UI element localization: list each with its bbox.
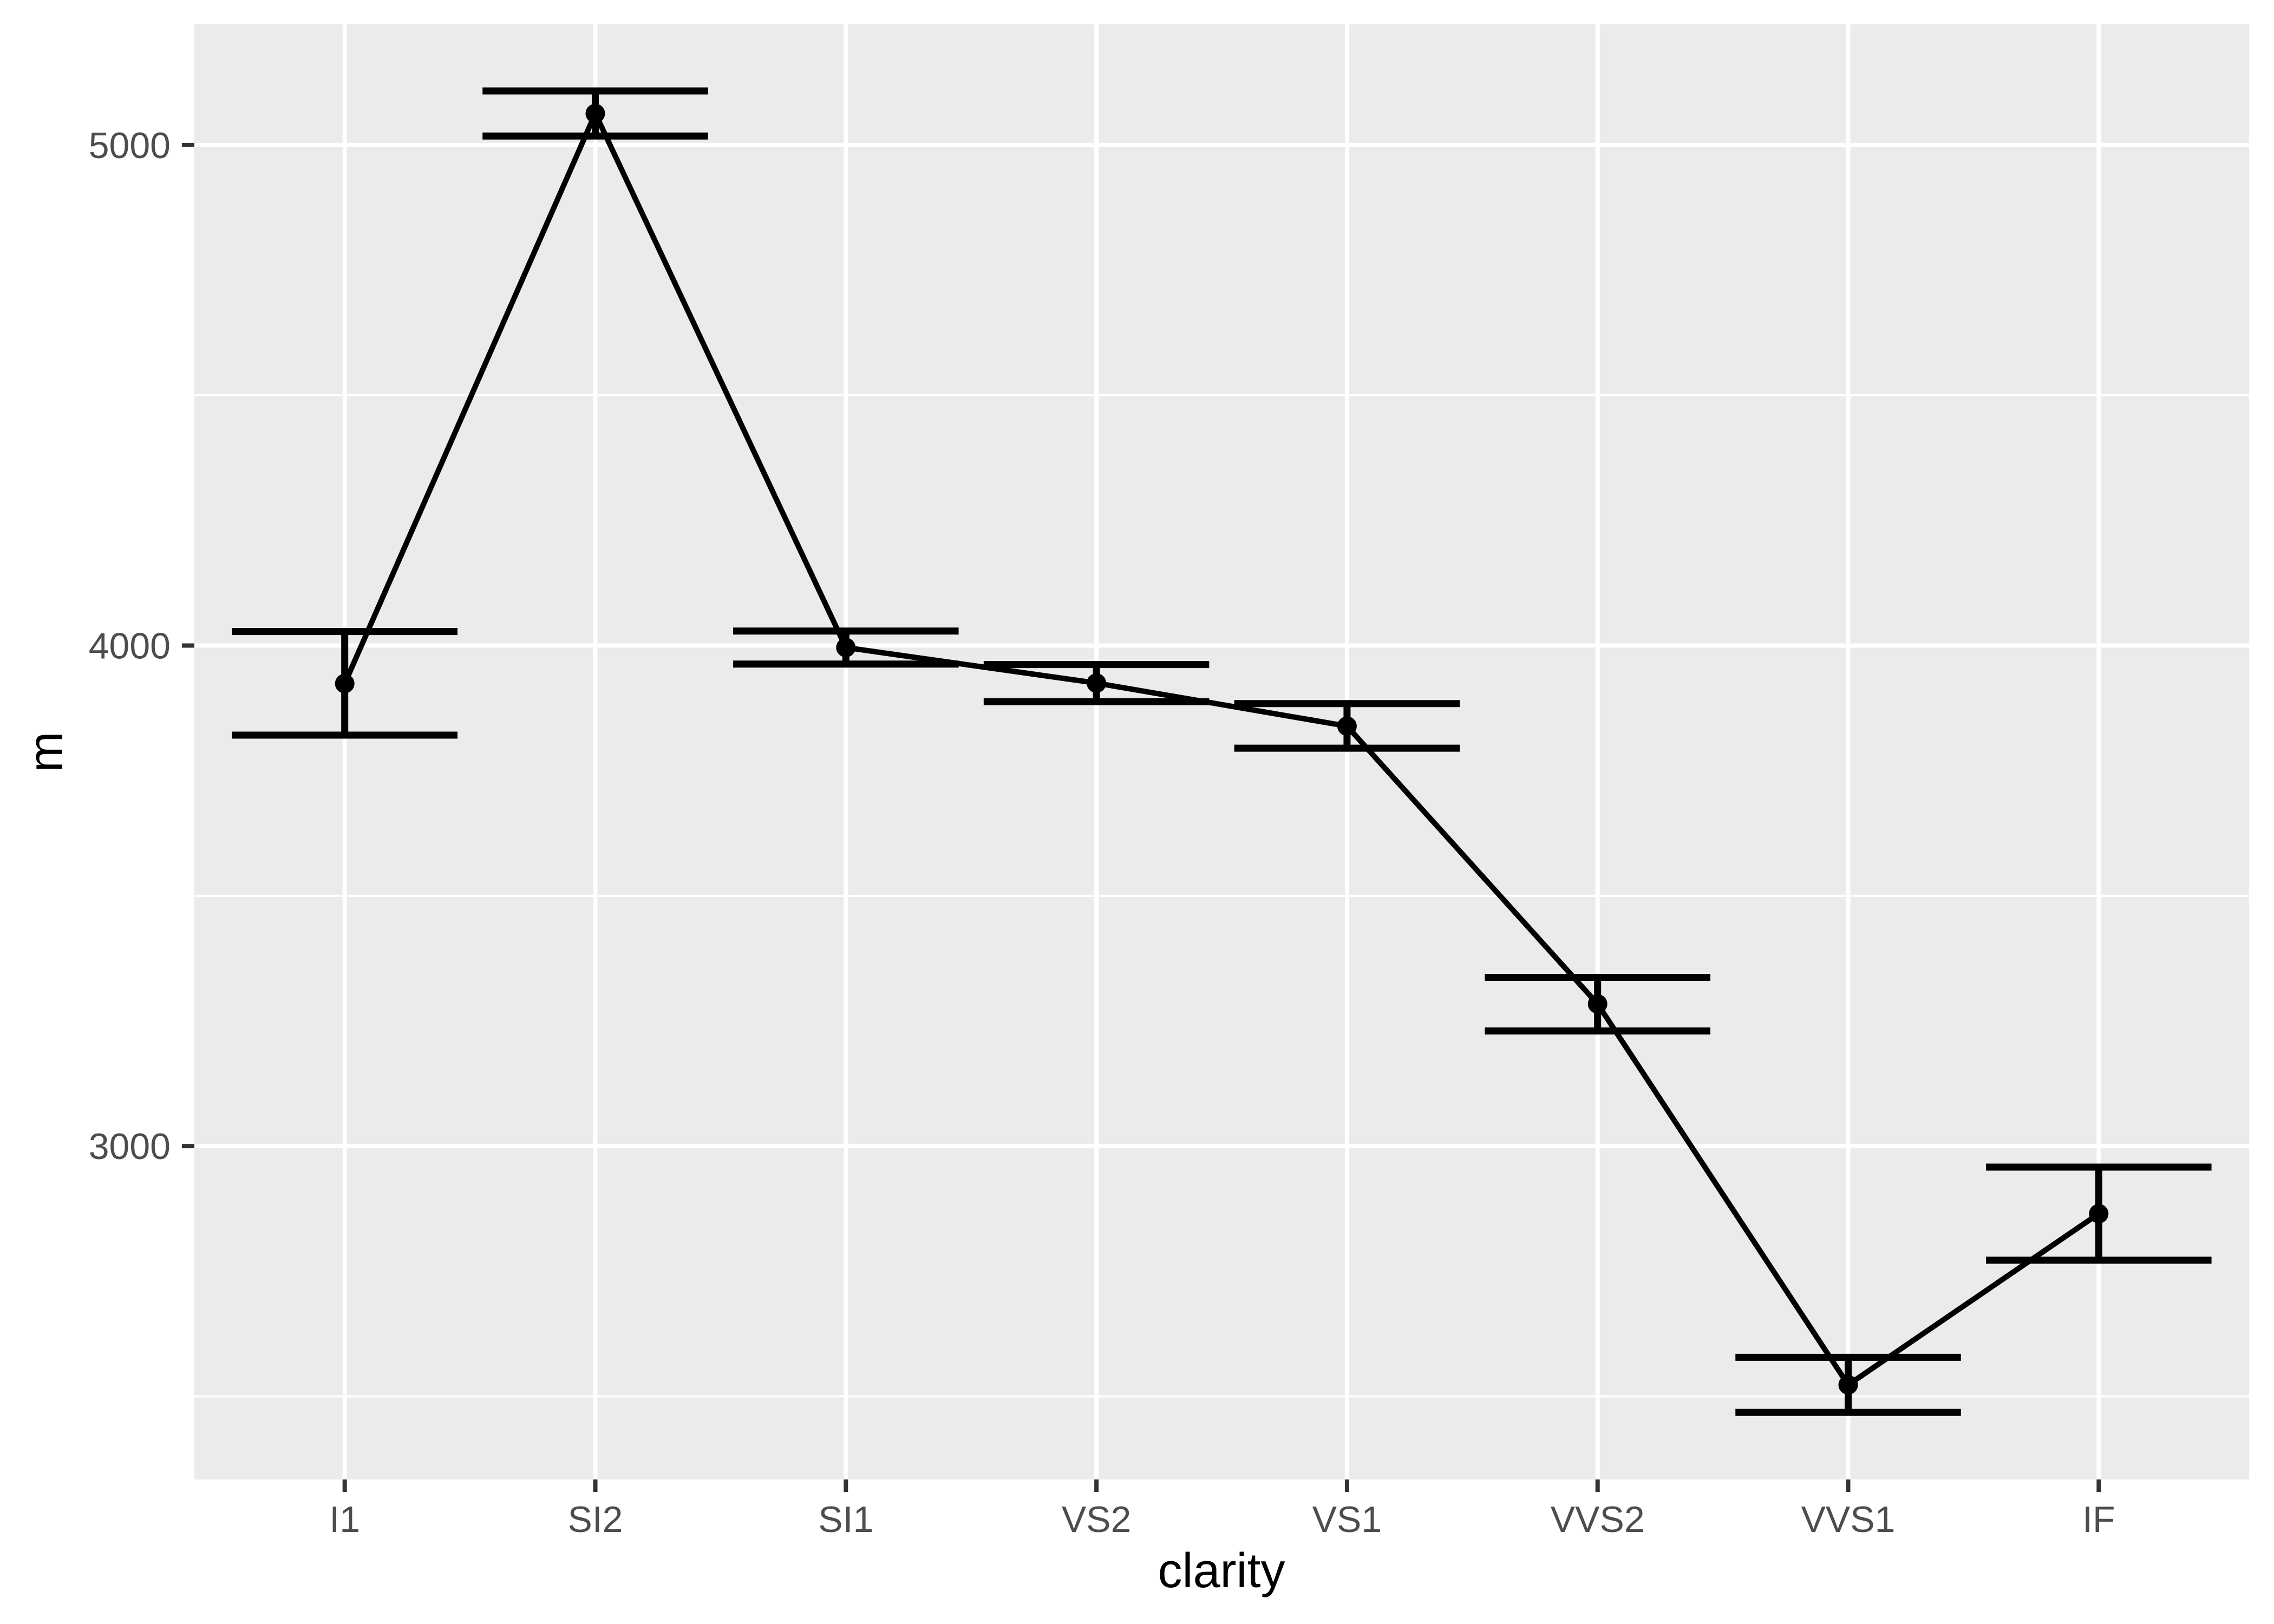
x-tick-label-I1: I1 (329, 1499, 360, 1540)
panel-background (194, 24, 2249, 1479)
data-point-VS2 (1087, 673, 1107, 693)
data-point-I1 (335, 673, 355, 693)
x-tick-label-VVS2: VVS2 (1551, 1499, 1645, 1540)
x-tick-label-IF: IF (2082, 1499, 2115, 1540)
axis-tick-labels: 3000 4000 5000 I1 SI2 SI1 VS2 VS1 VVS2 VVS1 IF (89, 125, 2115, 1540)
axis-tick-marks (182, 142, 2101, 1492)
data-point-VS1 (1337, 716, 1357, 736)
data-point-VVS1 (1838, 1375, 1858, 1395)
y-tick-label-3000: 3000 (89, 1126, 171, 1167)
data-point-VVS2 (1587, 994, 1608, 1014)
x-tick-label-VS1: VS1 (1312, 1499, 1382, 1540)
mean-line (342, 107, 2101, 1389)
y-tick-label-5000: 5000 (89, 125, 171, 166)
data-point-IF (2089, 1204, 2109, 1224)
x-axis-title: clarity (1158, 1544, 1285, 1598)
x-tick-label-VVS1: VVS1 (1801, 1499, 1896, 1540)
x-tick-label-SI1: SI1 (818, 1499, 873, 1540)
x-tick-label-SI2: SI2 (567, 1499, 623, 1540)
data-point-SI1 (836, 638, 856, 658)
y-tick-label-4000: 4000 (89, 626, 171, 667)
x-tick-label-VS2: VS2 (1062, 1499, 1132, 1540)
data-layer (232, 87, 2212, 1416)
plot-panel (194, 24, 2249, 1479)
minor-gridlines (194, 394, 2249, 1398)
y-axis-title: m (19, 732, 73, 772)
data-point-SI2 (585, 103, 605, 123)
